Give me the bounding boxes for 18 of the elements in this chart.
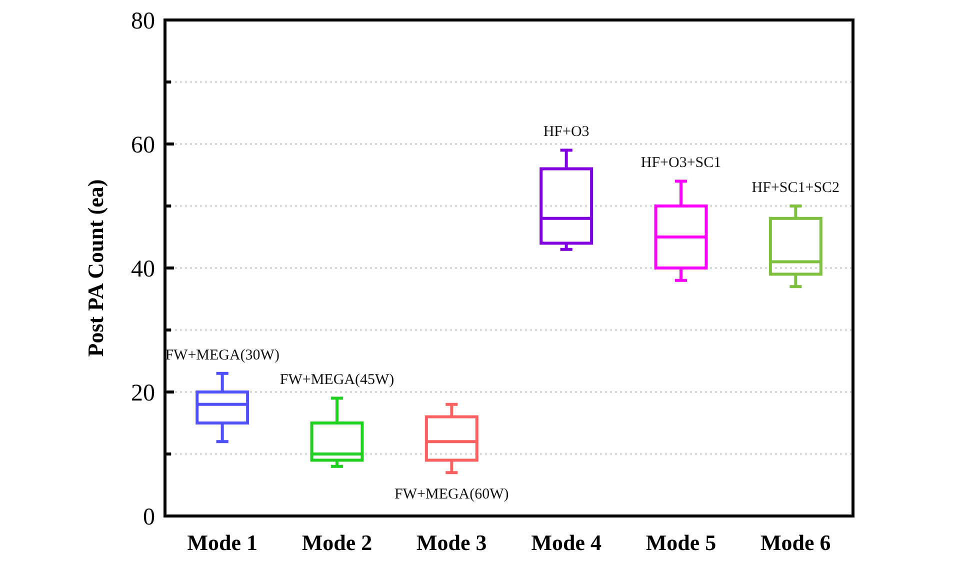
annotation: HF+O3 [543, 124, 590, 140]
x-tick-label: Mode 6 [760, 530, 831, 555]
x-tick-label: Mode 2 [302, 530, 372, 555]
y-tick-label: 40 [131, 256, 155, 282]
x-tick-label: Mode 3 [416, 530, 487, 555]
annotation: FW+MEGA(30W) [165, 347, 280, 364]
y-tick-label: 80 [131, 8, 155, 34]
y-tick-label: 60 [131, 132, 155, 158]
x-tick-label: Mode 5 [646, 530, 716, 555]
y-tick-label: 20 [131, 380, 155, 406]
x-tick-label: Mode 4 [531, 530, 602, 555]
annotation: FW+MEGA(60W) [394, 486, 509, 503]
annotation: HF+SC1+SC2 [752, 180, 840, 196]
x-tick-label: Mode 1 [187, 530, 258, 555]
annotation: FW+MEGA(45W) [280, 372, 394, 388]
y-axis-title: Post PA Count (ea) [83, 179, 108, 357]
annotation: HF+O3+SC1 [640, 155, 722, 172]
y-tick-label: 0 [143, 504, 155, 530]
